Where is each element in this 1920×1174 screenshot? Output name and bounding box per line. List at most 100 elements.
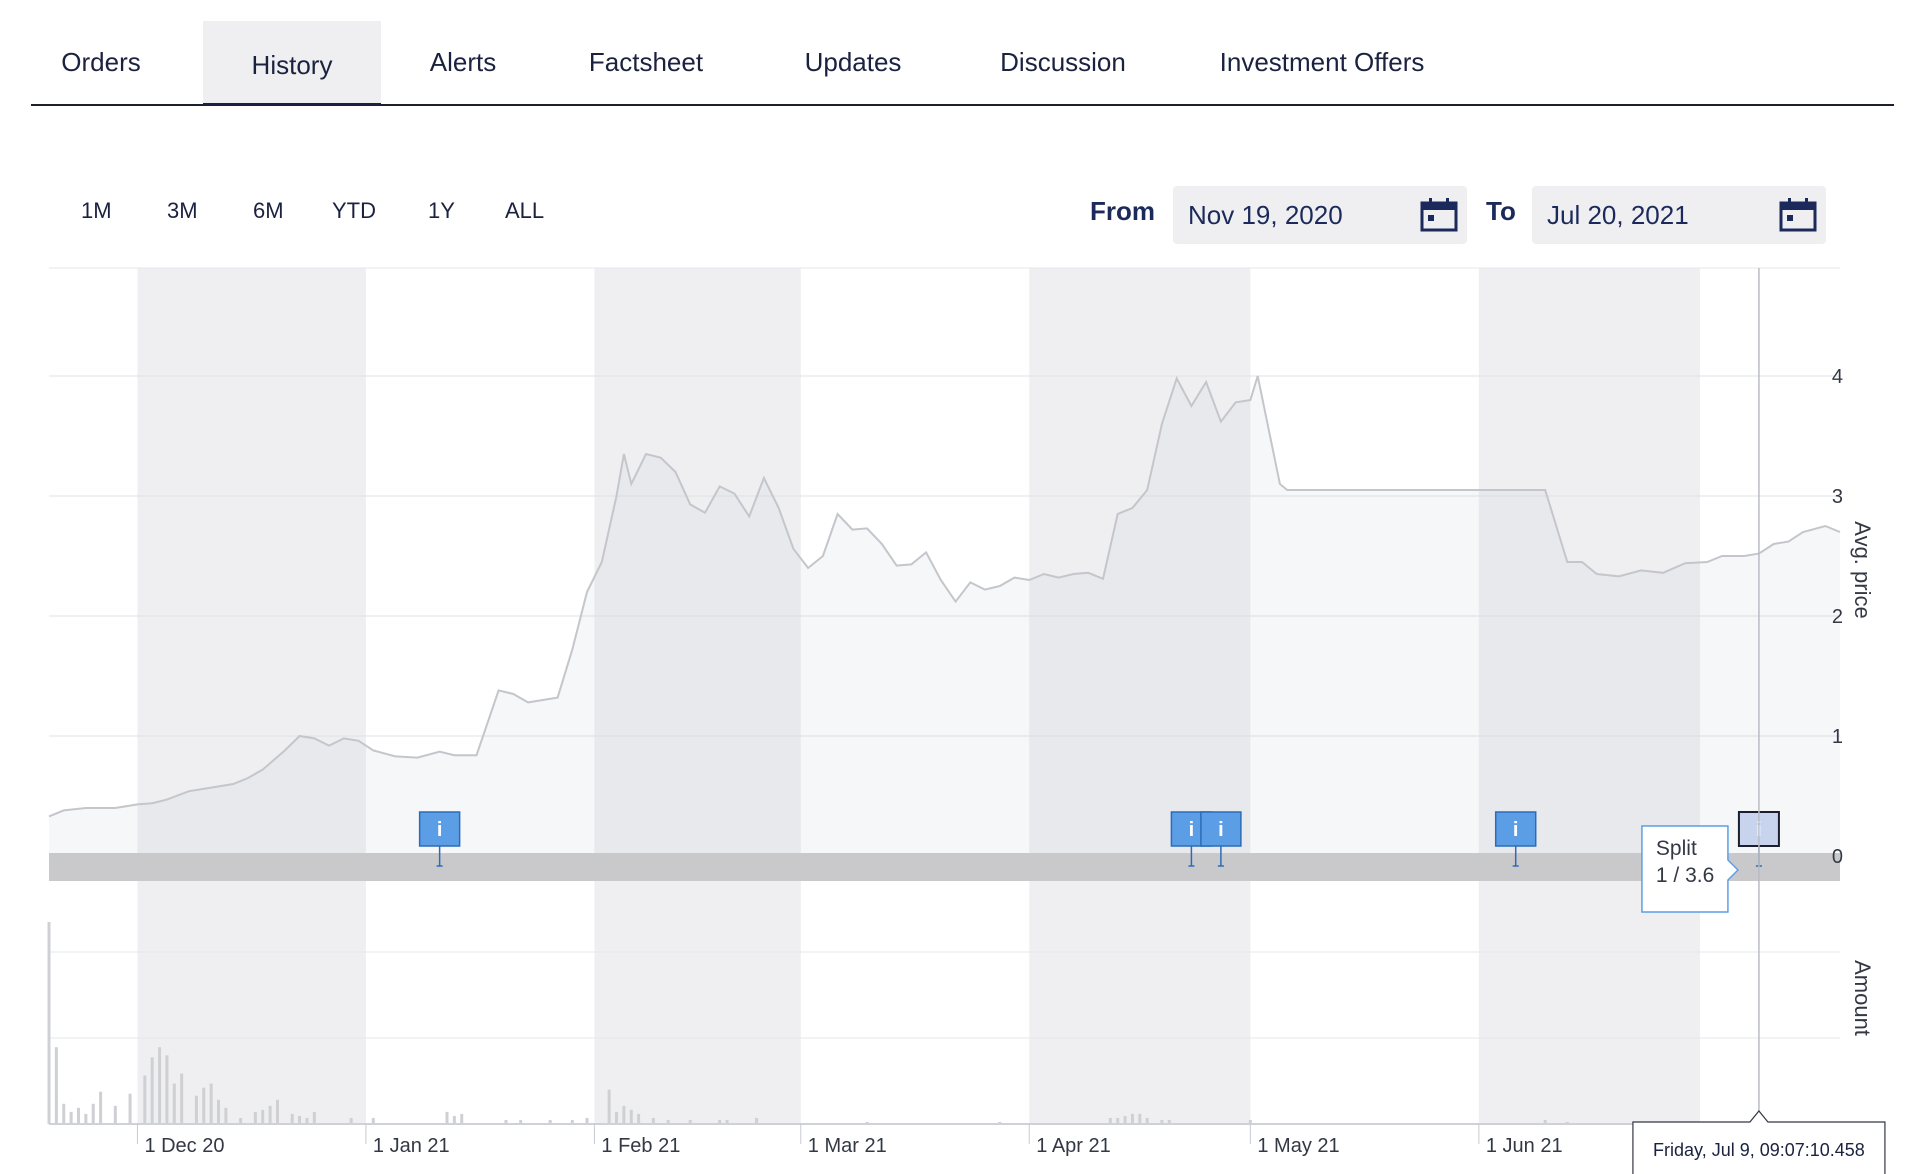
volume-bar <box>725 1119 729 1124</box>
month-band <box>1478 268 1700 1124</box>
volume-bar <box>69 1111 73 1124</box>
volume-bar <box>202 1087 206 1124</box>
volume-bar <box>371 1117 375 1124</box>
volume-bar <box>113 1105 117 1124</box>
event-flag[interactable] <box>418 811 461 847</box>
volume-bar <box>998 1121 1002 1124</box>
tab-discussion[interactable]: Discussion <box>1000 47 1126 77</box>
range-ytd-button[interactable]: YTD <box>332 198 376 223</box>
date-to-field <box>1532 186 1826 244</box>
volume-bar <box>865 1121 869 1124</box>
volume-bar <box>1565 1121 1569 1124</box>
volume-bar <box>290 1113 294 1124</box>
volume-bar <box>194 1095 198 1124</box>
range-3m-button[interactable]: 3M <box>167 198 198 223</box>
x-tick-label: 1 May 21 <box>1257 1135 1339 1157</box>
volume-bar <box>54 1047 58 1124</box>
tab-orders[interactable]: Orders <box>61 47 141 77</box>
volume-bar <box>209 1083 213 1124</box>
tab-updates[interactable]: Updates <box>804 47 902 77</box>
date-from-input[interactable] <box>1188 186 1408 244</box>
volume-bar <box>1138 1113 1142 1124</box>
volume-bar <box>666 1119 670 1124</box>
volume-bar <box>452 1115 456 1124</box>
from-label: From <box>1090 196 1155 226</box>
range-1y-button[interactable]: 1Y <box>428 198 455 223</box>
tab-history[interactable]: History <box>203 21 381 106</box>
volume-series <box>47 922 1840 1125</box>
navigator-bar <box>49 853 1840 881</box>
volume-bar <box>349 1117 353 1124</box>
volume-bar <box>253 1111 257 1124</box>
range-all-button[interactable]: ALL <box>505 198 545 223</box>
volume-bar <box>62 1103 66 1124</box>
volume-axis-title: Amount <box>1850 960 1875 1036</box>
x-axis: 1 Dec 20 1 Jan 21 1 Feb 21 1 Mar 21 1 Apr 21… <box>136 1124 1777 1157</box>
date-to-input[interactable] <box>1547 186 1767 244</box>
event-flag-label: i <box>1189 819 1195 841</box>
volume-bar <box>1167 1119 1171 1124</box>
tab-alerts[interactable]: Alerts <box>429 47 497 77</box>
volume-bar <box>1130 1113 1134 1124</box>
date-from-field <box>1173 186 1467 244</box>
event-flags: iiiii <box>418 811 1780 867</box>
volume-bar <box>629 1109 633 1124</box>
event-flag-label: i <box>437 819 443 841</box>
volume-bar <box>99 1091 103 1124</box>
volume-bar <box>718 1119 722 1124</box>
volume-bar <box>548 1119 552 1124</box>
month-band <box>1029 268 1251 1124</box>
y-axis-title: Avg. price <box>1850 521 1875 618</box>
tooltips: Split 1 / 3.6 Friday, Jul 9, 09:07:10.458 <box>1632 268 1886 1174</box>
volume-bar <box>305 1117 309 1124</box>
volume-bar <box>47 922 51 1124</box>
month-band <box>594 268 801 1124</box>
volume-bar <box>607 1089 611 1124</box>
navigator-bar <box>49 853 1840 881</box>
price-area <box>49 376 1840 856</box>
volume-bar <box>143 1075 147 1124</box>
volume-bar <box>165 1055 169 1124</box>
y-tick-label: 0 <box>1832 846 1843 868</box>
y-tick-label: 4 <box>1832 366 1843 388</box>
price-series <box>48 375 1841 856</box>
price-line <box>48 375 1841 818</box>
event-flag[interactable] <box>1494 811 1537 847</box>
tab-investment-offers[interactable]: Investment Offers <box>1219 47 1425 77</box>
tab-factsheet[interactable]: Factsheet <box>588 47 704 77</box>
y-tick-label: 1 <box>1832 726 1843 748</box>
y-tick-label: 2 <box>1832 606 1843 628</box>
volume-bar <box>91 1103 95 1124</box>
volume-bar <box>268 1105 272 1124</box>
volume-bar <box>158 1047 162 1124</box>
volume-bar <box>172 1083 176 1124</box>
volume-bar <box>519 1119 523 1124</box>
flag-tooltip-text: 1 / 3.6 <box>1656 864 1714 887</box>
volume-bar <box>312 1111 316 1124</box>
x-tick-label: 1 Jun 21 <box>1486 1135 1563 1157</box>
volume-bar <box>637 1113 641 1124</box>
event-flag-label: i <box>1513 819 1519 841</box>
x-tick-label: 1 Jan 21 <box>373 1135 450 1157</box>
volume-bar <box>1543 1119 1547 1124</box>
volume-bar <box>445 1111 449 1124</box>
crosshair-date-text: Friday, Jul 9, 09:07:10.458 <box>1653 1140 1865 1160</box>
volume-bar <box>615 1111 619 1124</box>
volume-bar <box>239 1117 243 1124</box>
x-tick-label: 1 Mar 21 <box>808 1135 887 1157</box>
flag-tooltip <box>1641 825 1739 913</box>
event-flag-label: i <box>1218 819 1224 841</box>
volume-bar <box>298 1115 302 1124</box>
range-6m-button[interactable]: 6M <box>253 198 284 223</box>
volume-bar <box>1248 1119 1252 1124</box>
to-label: To <box>1486 196 1516 226</box>
range-1m-button[interactable]: 1M <box>81 198 112 223</box>
volume-bar <box>150 1057 154 1124</box>
calendar-icon[interactable] <box>1779 198 1817 232</box>
calendar-icon[interactable] <box>1420 198 1458 232</box>
event-flag[interactable] <box>1200 811 1242 847</box>
month-bands <box>137 268 1700 1124</box>
gridlines <box>49 267 1840 1039</box>
x-tick-label: 1 Dec 20 <box>144 1135 224 1157</box>
